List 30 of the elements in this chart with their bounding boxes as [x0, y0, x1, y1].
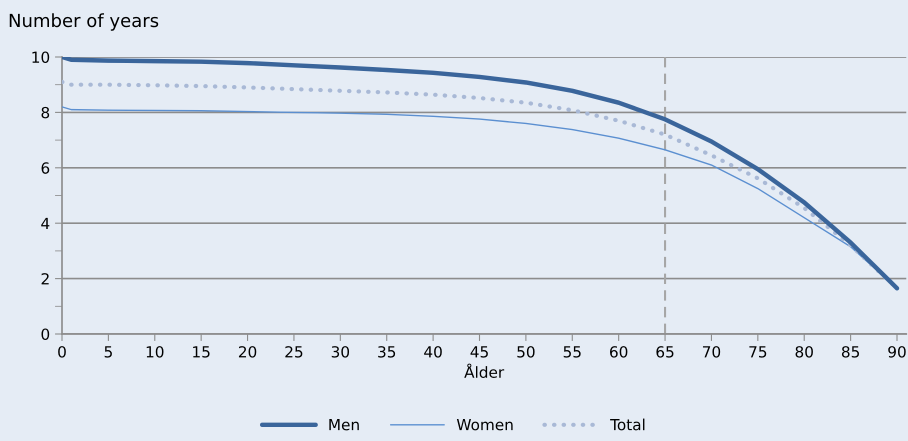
x-tick-label: 80 — [796, 346, 813, 358]
x-tick-label: 75 — [749, 346, 766, 358]
x-tick-label: 20 — [238, 346, 256, 358]
x-tick-label: 25 — [285, 346, 302, 358]
x-tick-label: 15 — [193, 346, 210, 358]
legend-label: Men — [329, 419, 359, 430]
y-axis-title: Number of years — [10, 13, 158, 31]
x-tick-label: 85 — [842, 346, 859, 358]
x-tick-label: 40 — [424, 346, 442, 358]
y-tick-label: 4 — [41, 218, 50, 230]
x-tick-label: 45 — [470, 346, 488, 358]
x-tick-label: 35 — [378, 346, 396, 358]
y-tick-label: 6 — [42, 162, 50, 174]
x-tick-label: 55 — [564, 346, 581, 358]
y-tick-label: 8 — [42, 106, 50, 118]
legend-label: Total — [610, 418, 644, 430]
x-tick-label: 5 — [104, 346, 112, 358]
x-tick-label: 70 — [702, 346, 720, 358]
x-tick-label: 50 — [517, 346, 535, 358]
y-tick-label: 0 — [41, 328, 50, 340]
x-tick-label: 10 — [146, 346, 164, 358]
y-tick-label: 10 — [32, 51, 50, 64]
legend-label: Women — [456, 419, 513, 430]
x-tick-label: 60 — [610, 346, 628, 358]
x-tick-label: 30 — [332, 346, 350, 358]
x-tick-label: 0 — [58, 346, 66, 358]
x-tick-label: 65 — [656, 346, 674, 358]
y-tick-label: 2 — [42, 273, 49, 284]
x-axis-title: Ålder — [464, 364, 504, 378]
x-tick-label: 90 — [888, 346, 906, 358]
